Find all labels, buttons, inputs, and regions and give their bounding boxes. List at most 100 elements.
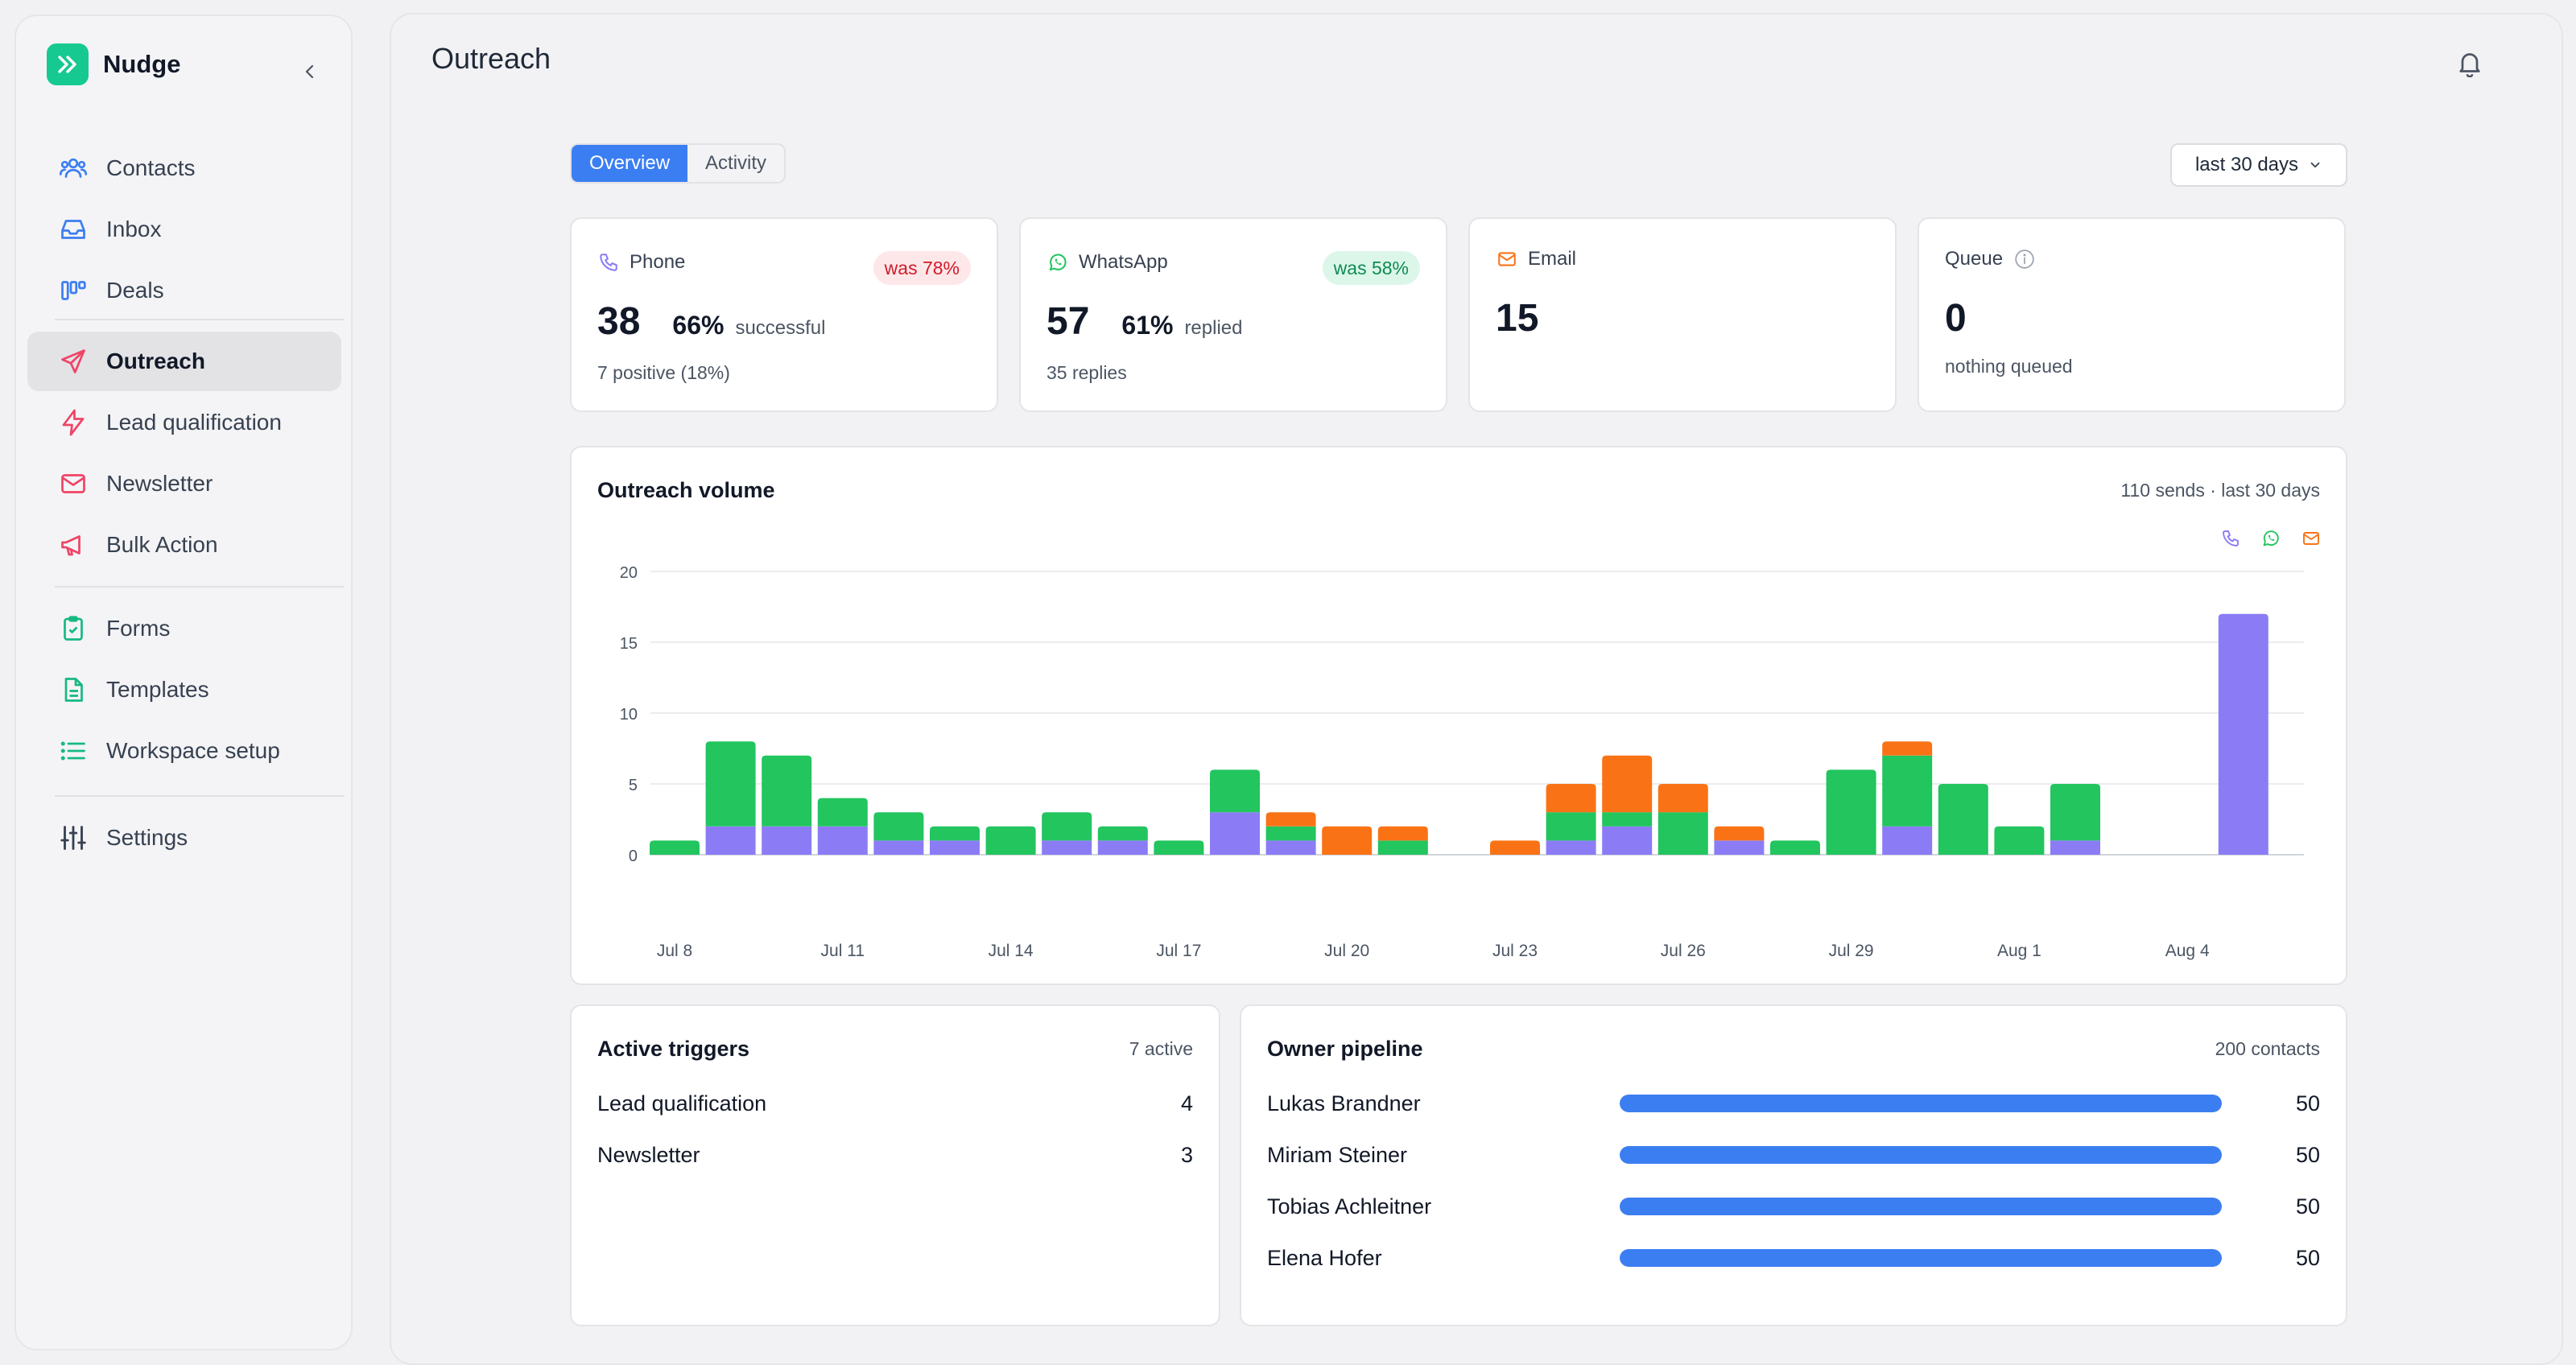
status-badge: was 58%: [1322, 251, 1420, 285]
date-range-select[interactable]: last 30 days: [2170, 143, 2347, 187]
owner-count: 50: [2295, 1091, 2320, 1116]
email-icon: [1496, 248, 1518, 270]
whatsapp-stat-card: WhatsApp was 58% 57 61% replied 35 repli…: [1019, 217, 1447, 412]
stat-label: Email: [1528, 248, 1577, 270]
whatsapp-icon[interactable]: [2260, 528, 2281, 549]
active-triggers-card: Active triggers 7 active Lead qualificat…: [570, 1004, 1220, 1326]
bar-segment: [1154, 840, 1204, 855]
sidebar-item-bulk-action[interactable]: Bulk Action: [27, 515, 341, 575]
info-icon[interactable]: [2014, 249, 2035, 270]
stat-percent-label: successful: [735, 317, 826, 339]
bar-segment: [705, 826, 756, 855]
bar-segment: [1882, 741, 1933, 756]
notifications-button[interactable]: [2452, 45, 2487, 80]
sidebar-divider: [55, 795, 345, 797]
sidebar-item-label: Templates: [106, 677, 209, 702]
trigger-row-value: 4: [1180, 1091, 1193, 1116]
bell-icon: [2459, 53, 2480, 77]
tab-overview[interactable]: Overview: [572, 145, 688, 182]
bar-segment: [1657, 812, 1708, 855]
sidebar-item-label: Newsletter: [106, 471, 213, 496]
bar-segment: [817, 826, 868, 855]
sidebar-item-newsletter[interactable]: Newsletter: [27, 454, 341, 513]
sidebar-item-outreach[interactable]: Outreach: [27, 332, 341, 391]
bar-segment: [1097, 840, 1148, 855]
page-title: Outreach: [431, 42, 551, 75]
owner-name: Tobias Achleitner: [1267, 1194, 1432, 1219]
sidebar-item-label: Deals: [106, 278, 164, 303]
clipboard-check-icon: [58, 613, 89, 644]
owner-name: Elena Hofer: [1267, 1246, 1382, 1270]
bar-segment: [1938, 784, 1988, 855]
bar-segment: [650, 840, 700, 855]
users-icon: [58, 153, 89, 184]
bar-segment: [1042, 840, 1092, 855]
chart-meta: 110 sends · last 30 days: [2120, 480, 2320, 501]
trigger-row-label[interactable]: Newsletter: [597, 1143, 700, 1167]
owner-count: 50: [2295, 1246, 2320, 1270]
bar-segment: [2218, 613, 2268, 855]
sidebar-item-workspace-setup[interactable]: Workspace setup: [27, 721, 341, 781]
bar-segment: [1826, 769, 1876, 855]
x-tick-label: Jul 11: [821, 942, 865, 960]
bar-segment: [1546, 812, 1596, 841]
stat-label: WhatsApp: [1079, 251, 1168, 273]
email-icon[interactable]: [2301, 528, 2322, 549]
stat-count: 57: [1046, 300, 1090, 343]
app-logo[interactable]: Nudge: [47, 43, 180, 85]
bar-segment: [873, 812, 924, 841]
send-icon: [58, 346, 89, 377]
bar-segment: [1265, 826, 1316, 841]
bar-segment: [1546, 840, 1596, 855]
x-tick-label: Aug 4: [2165, 942, 2210, 960]
phone-stat-card: Phone was 78% 38 66% successful 7 positi…: [570, 217, 998, 412]
sidebar-item-forms[interactable]: Forms: [27, 599, 341, 658]
stat-percent: 66%: [672, 311, 724, 340]
outreach-volume-chart: 0 5 10 15 20 Jul 8 Jul 11 Jul 14 Jul 17 Jul 20 Jul…: [620, 564, 2304, 960]
stat-label: Queue: [1945, 248, 2004, 270]
sidebar-item-lead-qualification[interactable]: Lead qualification: [27, 393, 341, 452]
trigger-row-label[interactable]: Lead qualification: [597, 1091, 767, 1116]
owner-bar-fill: [1620, 1095, 2222, 1112]
sidebar-item-contacts[interactable]: Contacts: [27, 138, 341, 198]
bar-segment: [762, 755, 812, 827]
sidebar-item-label: Lead qualification: [106, 410, 282, 435]
bar-segment: [1097, 826, 1148, 841]
triggers-title: Active triggers: [597, 1037, 750, 1061]
main-panel: Outreach Overview Activity last 30 days …: [390, 13, 2563, 1365]
nudge-logo-icon: [47, 43, 89, 85]
pipeline-meta: 200 contacts: [2215, 1038, 2320, 1059]
owner-bar: [1620, 1249, 2222, 1267]
x-tick-label: Aug 1: [1997, 942, 2041, 960]
bar-segment: [1265, 812, 1316, 827]
megaphone-icon: [58, 530, 89, 560]
sidebar-divider: [55, 586, 345, 588]
owner-count: 50: [2295, 1143, 2320, 1167]
bar-segment: [985, 826, 1036, 855]
y-tick-label: 15: [620, 635, 638, 653]
view-tabs: Overview Activity: [570, 143, 786, 184]
sidebar-item-settings[interactable]: Settings: [27, 808, 341, 868]
zap-icon: [58, 407, 89, 438]
owner-name: Lukas Brandner: [1267, 1091, 1421, 1116]
sidebar-item-inbox[interactable]: Inbox: [27, 200, 341, 259]
y-tick-label: 20: [620, 564, 638, 582]
bar-segment: [1714, 840, 1765, 855]
stat-count: 38: [597, 300, 641, 343]
bar-segment: [2050, 784, 2100, 841]
collapse-sidebar-button[interactable]: [298, 60, 322, 84]
owner-bar: [1620, 1095, 2222, 1112]
bar-segment: [1210, 769, 1260, 813]
inbox-icon: [58, 214, 89, 245]
y-tick-label: 0: [629, 847, 638, 865]
y-tick-label: 10: [620, 706, 638, 724]
sidebar-item-deals[interactable]: Deals: [27, 261, 341, 320]
sidebar-item-templates[interactable]: Templates: [27, 660, 341, 720]
y-tick-label: 5: [629, 777, 638, 794]
x-tick-label: Jul 8: [657, 942, 692, 960]
bar-segment: [1210, 812, 1260, 855]
tab-activity[interactable]: Activity: [705, 152, 767, 174]
app-name: Nudge: [103, 50, 181, 78]
phone-icon[interactable]: [2220, 528, 2241, 549]
chevron-down-icon: [2310, 162, 2320, 168]
